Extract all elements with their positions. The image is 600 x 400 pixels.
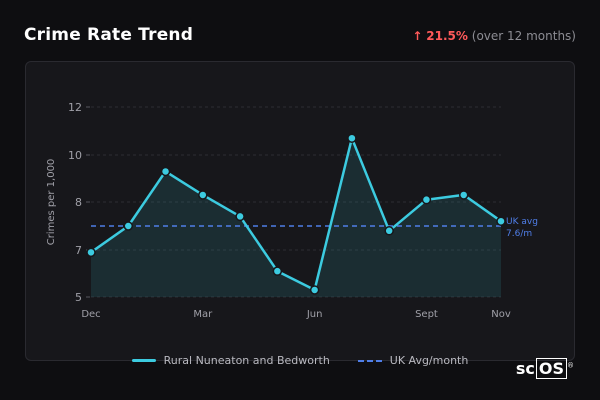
data-point	[235, 211, 245, 222]
x-tick-label: Dec	[81, 309, 100, 320]
data-point	[272, 266, 283, 276]
legend-label-average: UK Avg/month	[389, 354, 469, 367]
legend-item-average[interactable]: UK Avg/month	[357, 354, 469, 367]
data-point	[347, 133, 357, 143]
y-axis: 5 7 8 10 12	[68, 101, 90, 304]
x-axis: Dec Mar Jun Sept Nov	[81, 309, 511, 320]
legend-swatch-average	[357, 359, 382, 362]
legend-item-series[interactable]: Rural Nuneaton and Bedworth	[131, 354, 330, 367]
legend-label-series: Rural Nuneaton and Bedworth	[163, 354, 330, 367]
data-point	[421, 194, 432, 205]
series-area	[91, 138, 501, 297]
data-point	[384, 226, 394, 236]
y-tick-label: 5	[75, 291, 82, 304]
legend-swatch-series	[131, 359, 156, 362]
x-tick-label: Jun	[306, 309, 323, 320]
data-point	[198, 190, 208, 200]
data-point	[458, 190, 469, 200]
brand-logo: sc OS ®	[515, 358, 574, 379]
chart-card	[25, 61, 575, 361]
series-line	[90, 136, 502, 292]
y-tick-label: 8	[75, 196, 82, 209]
x-tick-label: Sept	[415, 309, 438, 320]
grid-lines	[91, 106, 501, 298]
y-tick-label: 12	[68, 101, 82, 114]
data-point	[309, 285, 320, 295]
y-tick-label: 10	[68, 149, 82, 162]
change-period: (over 12 months)	[471, 29, 576, 43]
change-indicator: ↑ 21.5% (over 12 months)	[412, 29, 576, 43]
y-tick-label: 7	[75, 244, 82, 257]
uk-average-label: UK avg	[506, 217, 538, 227]
change-value: 21.5%	[426, 29, 468, 43]
legend: Rural Nuneaton and Bedworth UK Avg/month	[0, 354, 600, 367]
y-axis-label: Crimes per 1,000	[46, 159, 57, 246]
up-arrow-icon: ↑	[412, 29, 423, 43]
data-point	[86, 247, 96, 258]
x-tick-label: Mar	[193, 309, 213, 320]
uk-average-value-label: 7.6/m	[506, 229, 532, 239]
data-point	[160, 166, 171, 177]
data-point	[123, 221, 134, 231]
series-points	[86, 133, 506, 295]
chart-title: Crime Rate Trend	[24, 25, 194, 45]
data-point	[496, 216, 506, 226]
x-tick-label: Nov	[491, 309, 511, 320]
